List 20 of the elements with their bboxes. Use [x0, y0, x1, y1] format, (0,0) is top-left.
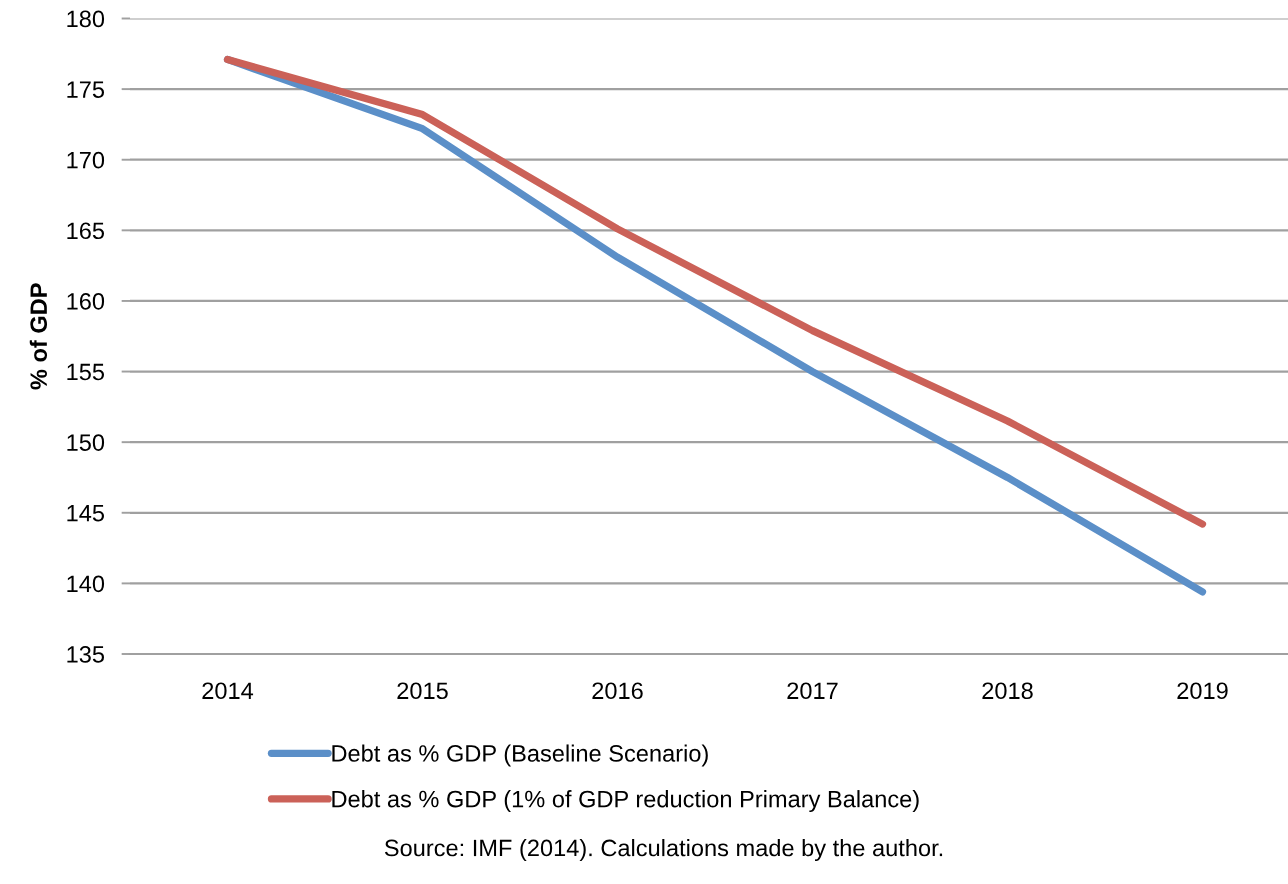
y-tick-label: 165 — [67, 222, 105, 240]
x-tick-label: 2019 — [1177, 682, 1228, 700]
x-tick-label: 2016 — [592, 682, 643, 700]
y-tick-label: 175 — [67, 81, 105, 98]
y-axis-title: % of GDP — [29, 283, 48, 390]
source-note: Source: IMF (2014). Calculations made by the author. — [384, 839, 943, 862]
y-tick-label: 135 — [67, 646, 105, 663]
legend-label: Debt as % GDP (1% of GDP reduction Primary Balance) — [332, 790, 919, 813]
y-tick-label: 155 — [67, 363, 105, 381]
y-tick-label: 150 — [67, 434, 105, 451]
y-tick-label: 170 — [67, 151, 105, 169]
legend-label: Debt as % GDP (Baseline Scenario) — [332, 744, 708, 767]
y-tick-label: 140 — [67, 575, 105, 593]
x-tick-label: 2014 — [202, 682, 254, 700]
y-tick-label: 145 — [67, 505, 105, 522]
y-tick-label: 160 — [67, 293, 105, 310]
x-tick-label: 2017 — [787, 682, 838, 700]
y-tick-label: 180 — [67, 10, 105, 28]
x-tick-label: 2015 — [397, 682, 448, 700]
x-tick-label: 2018 — [982, 682, 1033, 700]
